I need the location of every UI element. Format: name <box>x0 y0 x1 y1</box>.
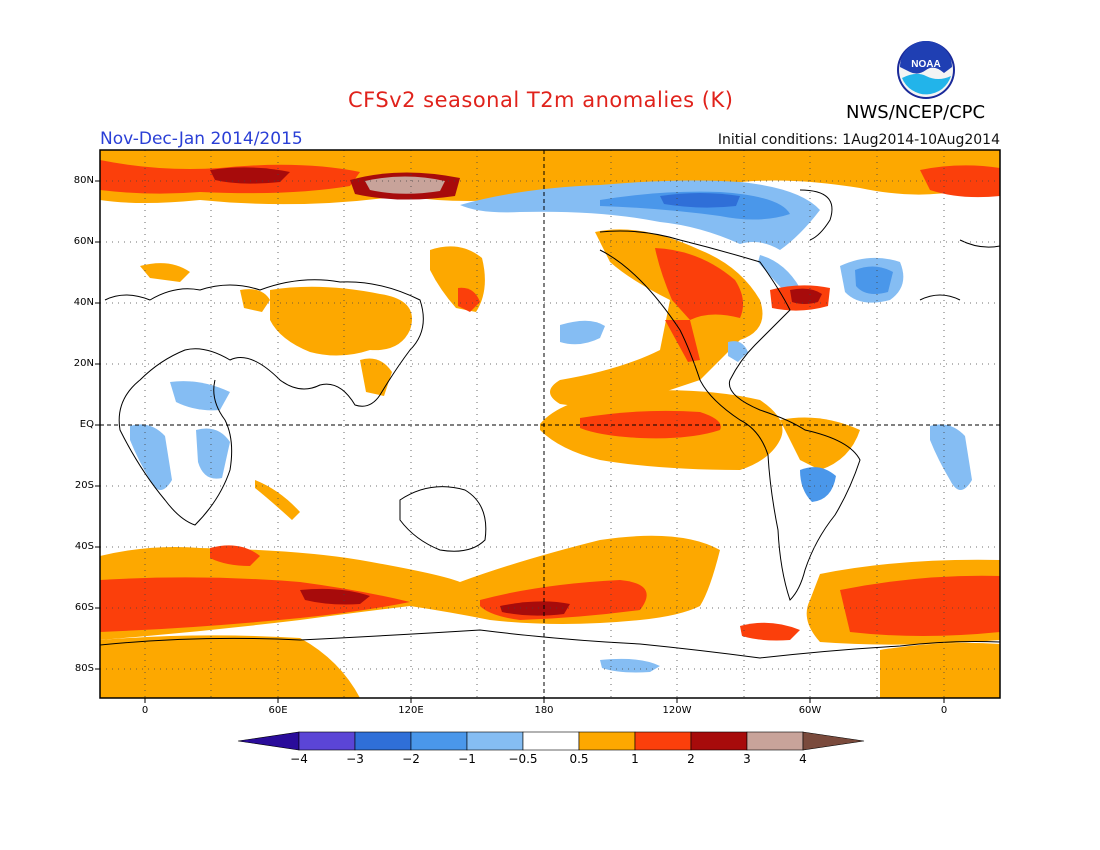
colorbar-label-p2: 2 <box>687 752 695 766</box>
chart-title: CFSv2 seasonal T2m anomalies (K) <box>348 88 734 112</box>
colorbar-label-p05: 0.5 <box>569 752 589 766</box>
lat-label-20s: 20S <box>74 480 94 491</box>
color-legend-bar <box>237 731 865 751</box>
lat-label-60s: 60S <box>74 602 94 613</box>
lon-label-60w: 60W <box>798 705 822 716</box>
lat-label-eq: EQ <box>79 419 94 430</box>
colorbar-label-p4: 4 <box>799 752 807 766</box>
lon-label-120e: 120E <box>398 705 424 716</box>
colorbar-label-m2: −2 <box>402 752 420 766</box>
agency-label: NWS/NCEP/CPC <box>846 102 986 123</box>
initial-conditions-label: Initial conditions: 1Aug2014-10Aug2014 <box>717 132 1000 148</box>
lat-label-40s: 40S <box>74 541 94 552</box>
lat-label-20n: 20N <box>73 358 94 369</box>
lon-label-60e: 60E <box>268 705 288 716</box>
lat-label-40n: 40N <box>73 297 94 308</box>
season-label: Nov-Dec-Jan 2014/2015 <box>100 129 303 149</box>
colorbar-label-m4: −4 <box>290 752 308 766</box>
colorbar-label-m1: −1 <box>458 752 476 766</box>
lon-label-120w: 120W <box>662 705 692 716</box>
logo-text: NOAA <box>911 59 940 70</box>
colorbar-label-m3: −3 <box>346 752 364 766</box>
colorbar-label-m05: −0.5 <box>508 752 538 766</box>
lat-label-60n: 60N <box>73 236 94 247</box>
lat-label-80s: 80S <box>74 663 94 674</box>
lon-label-0: 0 <box>141 705 149 716</box>
noaa-logo-icon: NOAA <box>897 41 955 99</box>
lon-label-0-east: 0 <box>940 705 948 716</box>
lat-label-80n: 80N <box>73 175 94 186</box>
lon-label-180: 180 <box>534 705 554 716</box>
colorbar-label-p1: 1 <box>631 752 639 766</box>
colorbar-label-p3: 3 <box>743 752 751 766</box>
